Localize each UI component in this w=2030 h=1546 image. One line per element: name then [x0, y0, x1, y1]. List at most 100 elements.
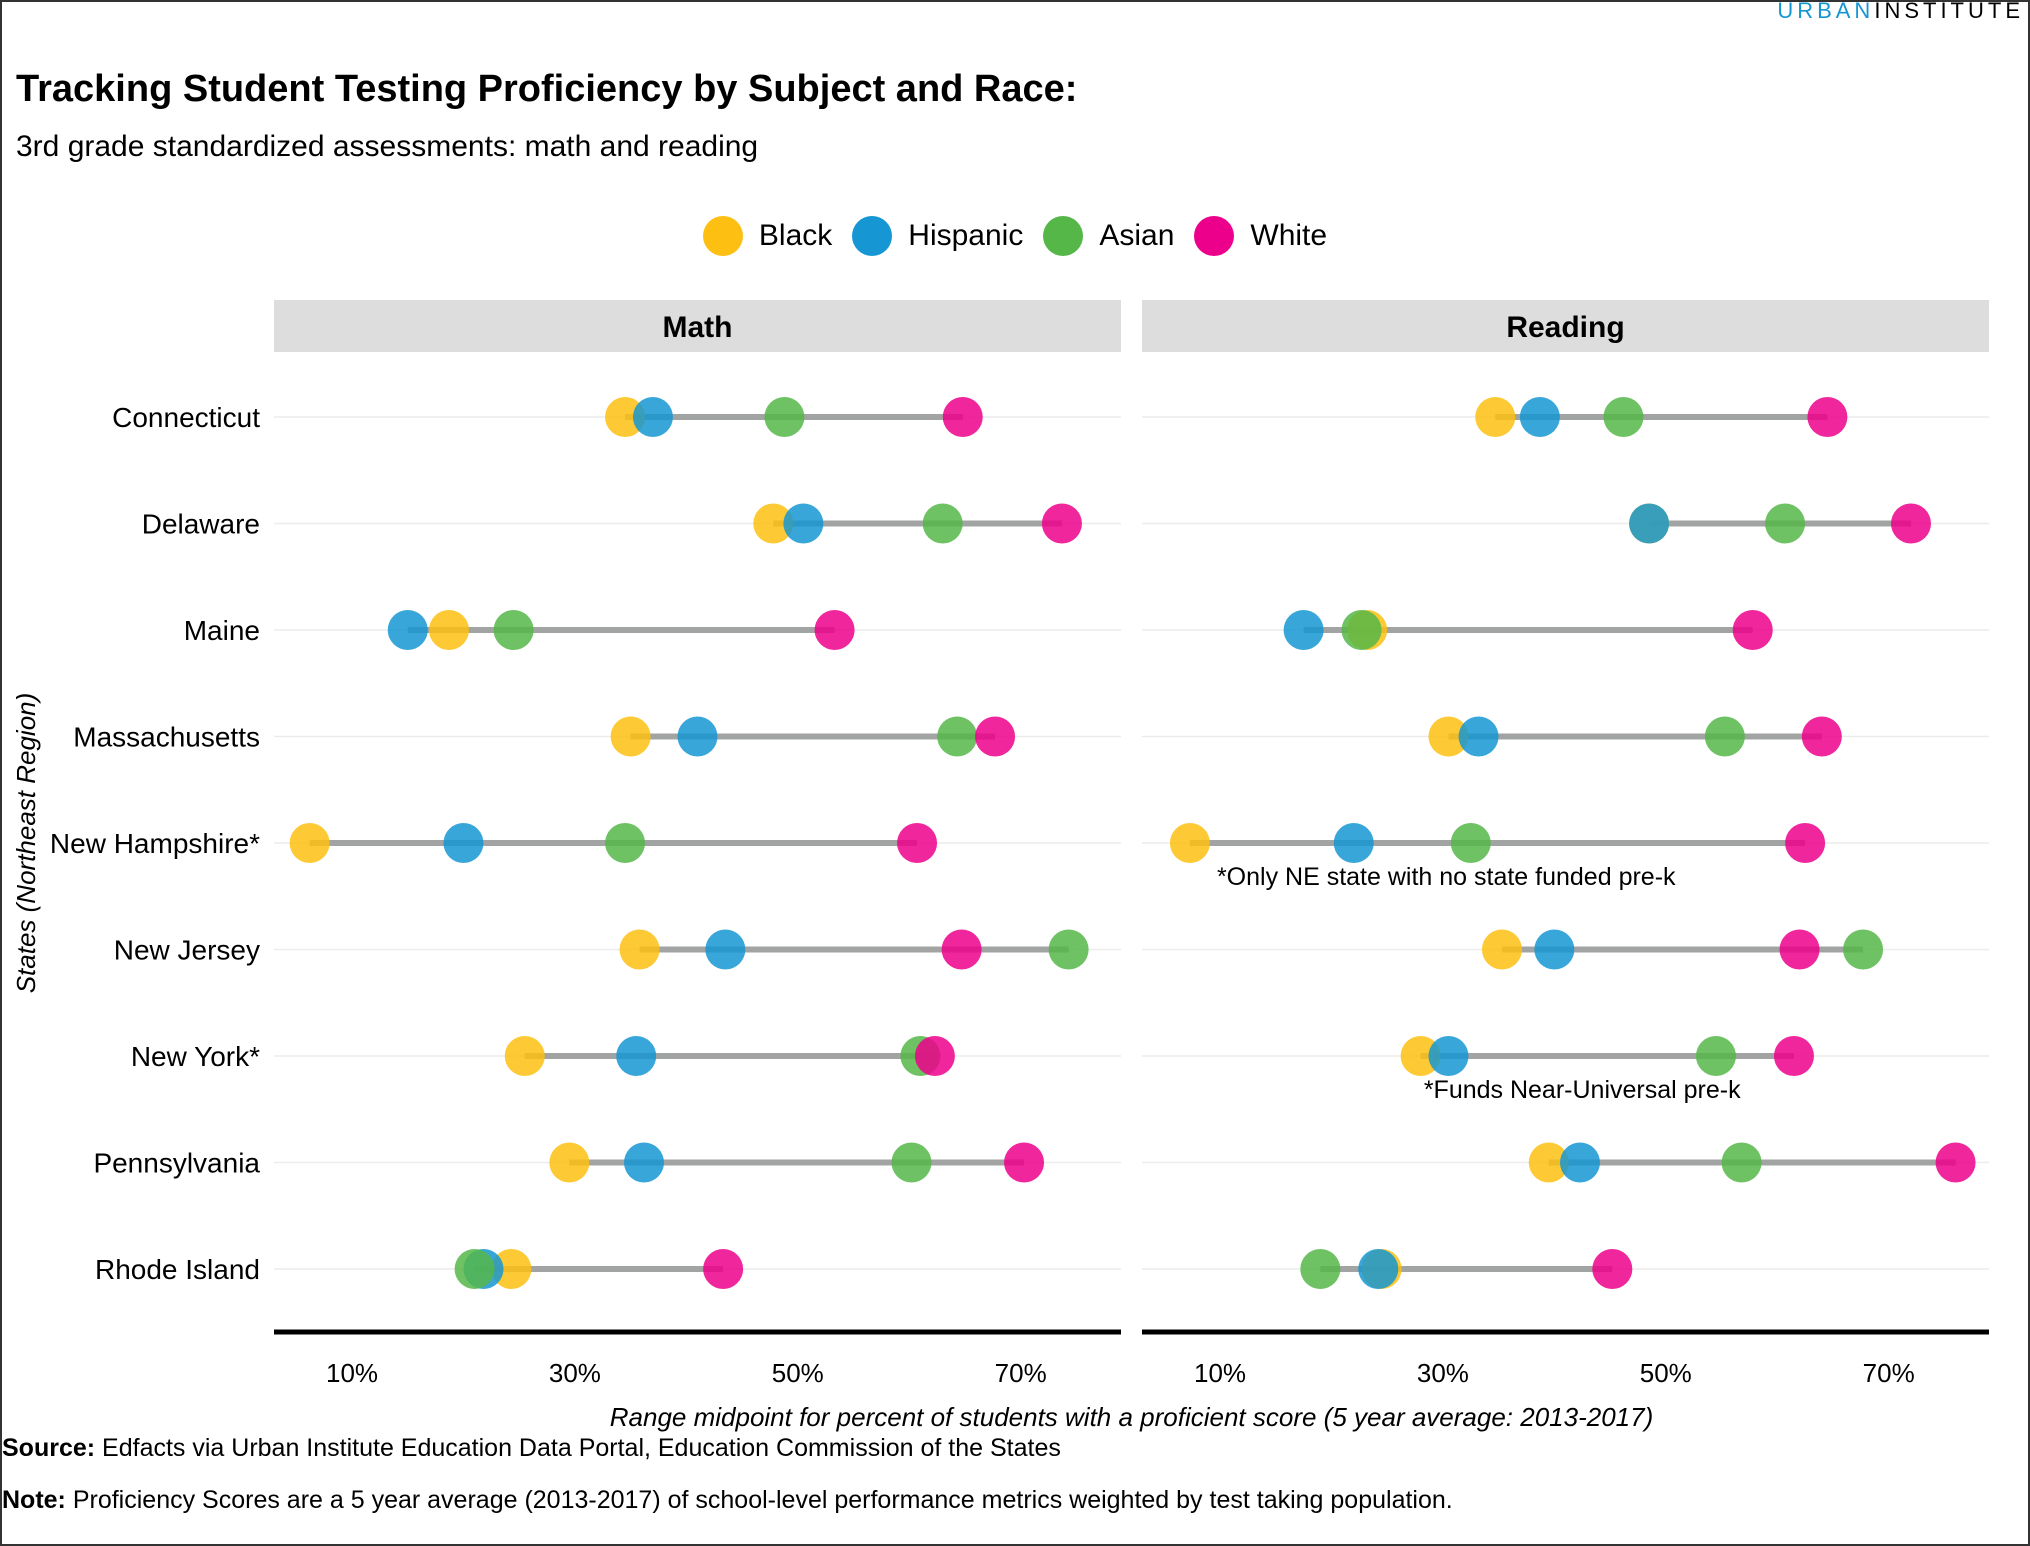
- point-black-new-hampshire: [1169, 823, 1210, 863]
- y-tick-label-rhode-island: Rhode Island: [95, 1254, 260, 1285]
- legend-swatch-hispanic: [852, 216, 893, 256]
- point-black-connecticut: [1475, 397, 1516, 437]
- point-white-massachusetts: [975, 716, 1016, 757]
- panel-strip-reading: [1142, 300, 1989, 352]
- point-black-new-york: [1400, 1036, 1441, 1076]
- y-tick-label-delaware: Delaware: [142, 509, 260, 540]
- point-white-delaware: [1890, 503, 1931, 544]
- point-asian-pennsylvania: [891, 1142, 932, 1183]
- point-asian-new-jersey: [1843, 929, 1884, 970]
- y-tick-label-pennsylvania: Pennsylvania: [93, 1148, 260, 1179]
- point-asian-rhode-island: [454, 1249, 495, 1289]
- point-black-pennsylvania: [549, 1142, 590, 1183]
- point-white-new-jersey: [1779, 929, 1820, 970]
- brand-part-urban: URBAN: [1777, 0, 1875, 23]
- y-tick-label-new-jersey: New Jersey: [114, 935, 260, 966]
- point-hispanic-pennsylvania: [624, 1142, 665, 1183]
- point-white-maine: [1732, 610, 1773, 650]
- point-asian-massachusetts: [1704, 716, 1745, 757]
- legend: Black Hispanic Asian White: [2, 216, 2028, 256]
- point-white-massachusetts: [1801, 716, 1842, 757]
- point-asian-delaware: [922, 503, 963, 544]
- y-tick-label-connecticut: Connecticut: [112, 402, 260, 433]
- point-black-new-jersey: [619, 929, 660, 970]
- point-asian-new-jersey: [1048, 929, 1089, 970]
- legend-label-white: White: [1250, 219, 1328, 252]
- brand-part-institute: INSTITUTE: [1874, 0, 2024, 23]
- y-tick-label-massachusetts: Massachusetts: [73, 722, 260, 753]
- point-asian-new-hampshire: [1450, 823, 1491, 863]
- legend-label-black: Black: [758, 219, 833, 252]
- annotation-new-hampshire: *Only NE state with no state funded pre-…: [1217, 863, 1676, 891]
- point-hispanic-new-york: [1428, 1036, 1469, 1076]
- point-hispanic-connecticut: [1519, 397, 1560, 437]
- point-black-rhode-island: [491, 1249, 532, 1289]
- chart-title: Tracking Student Testing Proficiency by …: [16, 68, 1078, 110]
- x-tick-label: 70%: [995, 1358, 1047, 1388]
- point-hispanic-pennsylvania: [1559, 1142, 1600, 1183]
- x-tick-label: 50%: [1640, 1358, 1692, 1388]
- point-hispanic-delaware: [783, 503, 824, 544]
- point-asian-massachusetts: [937, 716, 978, 757]
- x-tick-label: 30%: [1417, 1358, 1469, 1388]
- point-white-new-hampshire: [1785, 823, 1826, 863]
- legend-label-asian: Asian: [1099, 219, 1175, 252]
- panel-title-reading: Reading: [1506, 311, 1624, 344]
- point-hispanic-new-jersey: [705, 929, 746, 970]
- y-axis-title: States (Northeast Region): [11, 693, 41, 994]
- point-hispanic-maine: [1283, 610, 1324, 650]
- point-black-maine: [428, 610, 469, 650]
- legend-swatch-black: [702, 216, 743, 256]
- x-tick-label: 10%: [1194, 1358, 1246, 1388]
- point-black-delaware: [753, 503, 794, 544]
- point-hispanic-delaware: [1629, 503, 1670, 544]
- point-black-massachusetts: [1428, 716, 1469, 757]
- point-black-new-jersey: [1481, 929, 1522, 970]
- point-black-pennsylvania: [1528, 1142, 1569, 1183]
- x-tick-label: 70%: [1863, 1358, 1915, 1388]
- source-label: Source:: [2, 1434, 96, 1462]
- point-hispanic-massachusetts: [677, 716, 718, 757]
- y-tick-label-new-hampshire: New Hampshire*: [50, 828, 260, 859]
- legend-item-white: White: [1194, 216, 1327, 256]
- point-asian-new-york: [1695, 1036, 1736, 1076]
- point-hispanic-maine: [387, 610, 428, 650]
- point-white-new-york: [1773, 1036, 1814, 1076]
- point-asian-new-hampshire: [605, 823, 646, 863]
- point-asian-pennsylvania: [1721, 1142, 1762, 1183]
- y-tick-label-maine: Maine: [184, 615, 260, 646]
- source-text: Edfacts via Urban Institute Education Da…: [95, 1434, 1061, 1462]
- annotation-new-york: *Funds Near-Universal pre-k: [1424, 1076, 1741, 1104]
- note-text: Proficiency Scores are a 5 year average …: [65, 1486, 1453, 1514]
- point-white-rhode-island: [703, 1249, 744, 1289]
- legend-item-hispanic: Hispanic: [852, 216, 1023, 256]
- footer-source: Source: Edfacts via Urban Institute Educ…: [2, 1434, 1061, 1463]
- point-black-connecticut: [605, 397, 646, 437]
- chart-subtitle: 3rd grade standardized assessments: math…: [16, 130, 759, 163]
- point-white-connecticut: [942, 397, 983, 437]
- point-black-new-york: [504, 1036, 545, 1076]
- point-asian-connecticut: [764, 397, 805, 437]
- point-hispanic-new-hampshire: [1333, 823, 1374, 863]
- footer-note: Note: Proficiency Scores are a 5 year av…: [2, 1486, 1453, 1515]
- panel-strip-math: [274, 300, 1121, 352]
- point-hispanic-new-york: [616, 1036, 657, 1076]
- legend-swatch-white: [1194, 216, 1235, 256]
- legend-swatch-asian: [1043, 216, 1084, 256]
- point-black-massachusetts: [610, 716, 651, 757]
- point-white-connecticut: [1807, 397, 1848, 437]
- point-white-pennsylvania: [1004, 1142, 1045, 1183]
- x-tick-label: 30%: [549, 1358, 601, 1388]
- point-hispanic-new-hampshire: [443, 823, 484, 863]
- point-asian-connecticut: [1603, 397, 1644, 437]
- panel-title-math: Math: [663, 311, 733, 344]
- point-black-new-hampshire: [289, 823, 330, 863]
- panel-reading: Reading *Only NE state with no state fund…: [1142, 300, 1989, 1388]
- point-white-new-hampshire: [897, 823, 938, 863]
- point-hispanic-massachusetts: [1458, 716, 1499, 757]
- x-tick-label: 50%: [772, 1358, 824, 1388]
- point-hispanic-connecticut: [632, 397, 673, 437]
- x-axis-title: Range midpoint for percent of students w…: [610, 1402, 1653, 1432]
- urban-institute-logo: URBANINSTITUTE: [1777, 0, 2024, 24]
